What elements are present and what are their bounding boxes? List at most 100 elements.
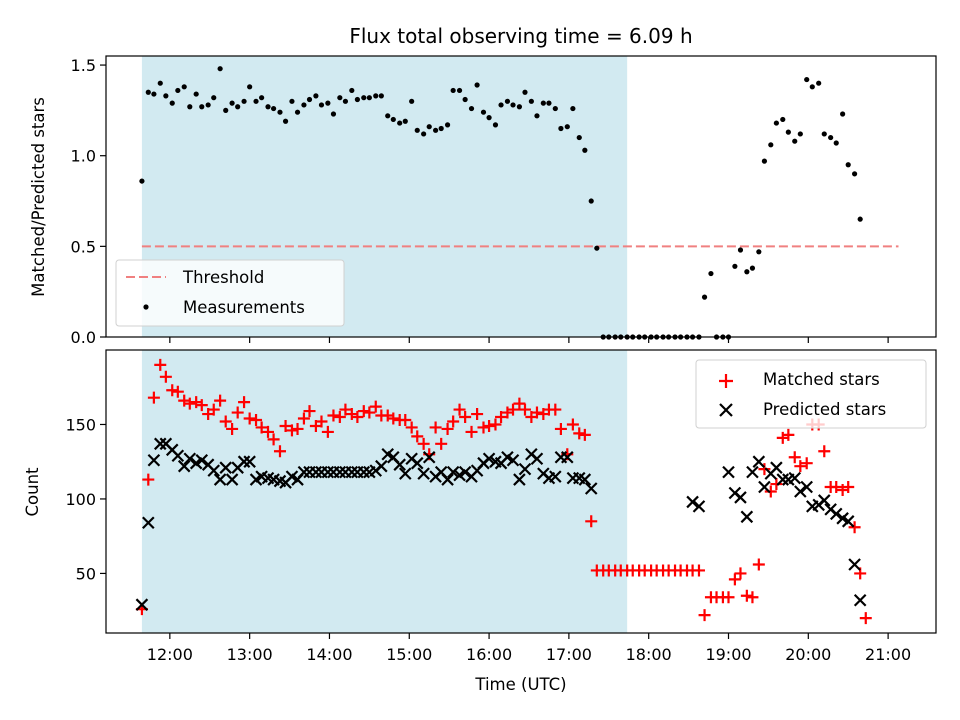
bottom-legend: Matched stars Predicted stars xyxy=(695,359,927,429)
matched-star-point xyxy=(578,428,591,441)
predicted-star-point xyxy=(237,455,251,468)
matched-star-point xyxy=(698,609,711,622)
measurement-point xyxy=(378,93,384,99)
legend-matched-label: Matched stars xyxy=(763,370,880,389)
matched-star-point xyxy=(297,412,310,425)
measurement-point xyxy=(792,138,798,144)
matched-star-point xyxy=(357,405,370,418)
measurement-point xyxy=(205,102,211,108)
measurement-point xyxy=(289,98,295,104)
matched-star-point xyxy=(573,427,586,440)
bottom-y-tick-label: 150 xyxy=(65,415,96,434)
matched-star-point xyxy=(363,406,376,419)
measurement-point xyxy=(397,120,403,126)
predicted-star-point xyxy=(506,453,520,467)
top-y-tick-label: 0.0 xyxy=(71,328,96,347)
measurement-point xyxy=(282,118,289,124)
predicted-star-point xyxy=(417,467,430,480)
matched-star-point xyxy=(746,591,759,604)
matched-star-point xyxy=(279,419,292,432)
measurement-point xyxy=(187,104,193,110)
measurement-point xyxy=(828,134,834,141)
measurement-point xyxy=(576,134,582,141)
matched-star-point xyxy=(477,421,490,434)
measurement-point xyxy=(229,100,235,106)
measurement-point xyxy=(235,104,241,110)
matched-star-point xyxy=(303,405,316,418)
measurement-point xyxy=(444,122,451,128)
predicted-star-point xyxy=(734,491,747,504)
measurement-point xyxy=(594,245,600,251)
predicted-star-point xyxy=(171,449,185,463)
predicted-star-point xyxy=(142,516,155,530)
measurement-point xyxy=(145,89,151,95)
predicted-star-point xyxy=(422,450,436,464)
measurement-point xyxy=(540,100,546,106)
measurement-point xyxy=(402,118,408,124)
matched-star-point xyxy=(231,406,244,419)
measurement-point xyxy=(247,84,253,90)
matched-star-point xyxy=(154,358,167,371)
bottom-y-tick-label: 100 xyxy=(65,490,96,509)
matched-star-point xyxy=(734,567,747,580)
predicted-star-point xyxy=(752,455,766,468)
matched-star-point xyxy=(243,412,256,425)
measurement-point xyxy=(558,125,564,132)
predicted-star-point xyxy=(375,459,388,473)
predicted-star-point xyxy=(399,467,412,480)
legend-threshold-label: Threshold xyxy=(182,268,264,287)
predicted-star-point xyxy=(853,593,867,607)
matched-star-point xyxy=(842,481,855,494)
measurement-point xyxy=(462,96,468,103)
predicted-star-point xyxy=(740,510,754,524)
bottom-x-tick-label: 13:00 xyxy=(227,645,273,664)
measurement-point xyxy=(474,82,480,88)
predicted-star-point xyxy=(530,452,544,466)
measurement-point xyxy=(313,93,319,99)
measurement-point xyxy=(486,115,492,121)
matched-star-point xyxy=(255,421,268,434)
matched-star-point xyxy=(250,414,263,427)
matched-star-point xyxy=(764,485,777,498)
measurement-point xyxy=(157,80,163,86)
predicted-star-point xyxy=(147,453,161,467)
measurement-point xyxy=(426,124,432,130)
measurement-point xyxy=(570,105,576,112)
predicted-star-point xyxy=(746,465,759,479)
measurement-point xyxy=(582,147,588,153)
predicted-star-point xyxy=(722,465,735,479)
matched-star-point xyxy=(794,460,807,473)
bottom-y-axis-label: Count xyxy=(23,467,42,517)
measurement-point xyxy=(510,102,516,108)
matched-star-point xyxy=(195,399,208,412)
measurement-point xyxy=(409,98,415,104)
predicted-star-point xyxy=(297,465,311,479)
matched-star-point xyxy=(752,558,765,571)
predicted-star-point xyxy=(458,465,472,479)
measurement-point xyxy=(498,102,504,108)
predicted-star-point xyxy=(578,473,592,486)
measurement-point xyxy=(366,95,372,101)
bottom-y-tick-label: 50 xyxy=(76,564,96,583)
top-panel: 0.0 0.5 1.0 1.5 Matched/Predicted stars Thr… xyxy=(29,55,937,347)
matched-star-point xyxy=(285,424,298,437)
matched-star-point xyxy=(692,564,705,577)
measurement-point xyxy=(199,104,205,110)
measurement-point xyxy=(546,100,552,106)
measurement-point xyxy=(373,93,379,99)
measurement-point xyxy=(737,247,744,253)
measurement-point xyxy=(744,269,750,275)
predicted-star-point xyxy=(410,456,424,470)
predicted-star-point xyxy=(441,473,454,486)
matched-star-point xyxy=(441,422,454,435)
matched-star-point xyxy=(518,403,531,416)
predicted-star-point xyxy=(195,453,209,467)
measurement-point xyxy=(732,263,738,269)
predicted-star-point xyxy=(357,465,371,479)
predicted-star-point xyxy=(153,437,167,451)
predicted-star-point xyxy=(225,473,239,486)
bottom-panel: 50 100 150 12:00 13:00 14:00 15:00 16:00 17:00 1… xyxy=(23,349,937,694)
matched-star-point xyxy=(507,403,520,416)
matched-star-point xyxy=(758,463,771,476)
